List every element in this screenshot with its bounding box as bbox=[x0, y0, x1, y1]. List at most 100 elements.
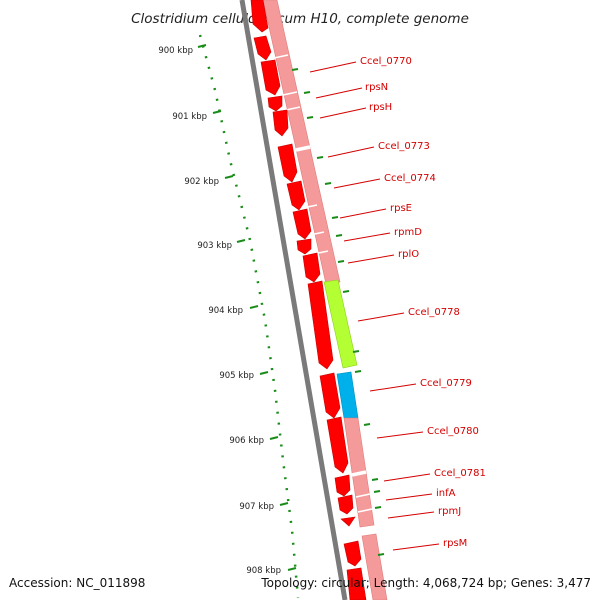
gene-arrow bbox=[286, 180, 306, 211]
gene-arrow bbox=[307, 280, 334, 370]
kbp-label: 900 kbp bbox=[158, 46, 193, 56]
kbp-label: 906 kbp bbox=[229, 436, 264, 446]
cog-band bbox=[262, 0, 388, 600]
leader-line bbox=[343, 232, 391, 242]
leader-line bbox=[309, 61, 357, 73]
gene-label: Ccel_0781 bbox=[434, 468, 486, 479]
leader-line bbox=[376, 431, 424, 439]
kbp-tick bbox=[287, 567, 297, 571]
kbp-tick bbox=[212, 110, 222, 114]
gene-label: rplO bbox=[398, 249, 419, 260]
cog-divider bbox=[285, 106, 301, 111]
cog-divider bbox=[355, 493, 371, 498]
cog-divider bbox=[309, 231, 325, 236]
kbp-tick bbox=[249, 305, 259, 309]
leader-line bbox=[319, 107, 367, 119]
kbp-ticks: 900 kbp 901 kbp 902 kbp 903 kbp 904 kbp … bbox=[158, 44, 297, 576]
leader-line bbox=[315, 87, 363, 99]
gene-arrow bbox=[343, 540, 362, 567]
topology-text: Topology: circular; Length: 4,068,724 bp… bbox=[260, 576, 591, 590]
map-title: Clostridium cellulolyticum H10, complete… bbox=[131, 11, 469, 27]
cog-band-pink bbox=[262, 0, 341, 285]
gene-arrow bbox=[267, 95, 283, 112]
gene-label: Ccel_0774 bbox=[384, 173, 436, 184]
band-tick bbox=[324, 182, 332, 185]
kbp-tick bbox=[279, 502, 289, 506]
leader-line bbox=[339, 208, 387, 219]
gene-arrow bbox=[319, 372, 341, 419]
gene-arrow bbox=[326, 416, 349, 474]
gene-arrow bbox=[302, 252, 321, 283]
kbp-label: 903 kbp bbox=[197, 241, 232, 251]
accession-text: Accession: NC_011898 bbox=[9, 576, 145, 590]
gene-label: Ccel_0778 bbox=[408, 307, 460, 318]
cog-divider bbox=[302, 204, 318, 209]
gene-arrow bbox=[334, 474, 351, 497]
gene-arrow bbox=[337, 494, 354, 515]
band-tick bbox=[337, 260, 345, 263]
band-tick bbox=[373, 490, 381, 493]
leader-line bbox=[333, 178, 381, 189]
cog-divider bbox=[282, 91, 298, 96]
leader-line bbox=[327, 146, 375, 158]
cog-band-pink bbox=[361, 533, 388, 600]
kbp-label: 902 kbp bbox=[184, 177, 219, 187]
band-tick bbox=[335, 234, 343, 237]
gene-labels: Ccel_0770 rpsN rpsH Ccel_0773 Ccel_0774 … bbox=[360, 56, 486, 549]
gene-arrow bbox=[296, 238, 312, 255]
gene-label: rpsH bbox=[369, 102, 392, 113]
gene-label: rpsN bbox=[365, 82, 388, 93]
gene-label: Ccel_0773 bbox=[378, 141, 430, 152]
gene-arrow bbox=[250, 0, 269, 33]
kbp-tick bbox=[259, 371, 269, 375]
leader-line bbox=[383, 473, 431, 482]
band-tick bbox=[374, 506, 382, 509]
kbp-tick bbox=[224, 175, 234, 179]
backbone-line bbox=[239, 0, 348, 600]
cog-divider bbox=[351, 470, 367, 477]
leader-line bbox=[385, 493, 433, 501]
leader-line bbox=[347, 254, 395, 264]
gene-label: Ccel_0779 bbox=[420, 378, 472, 389]
band-tick bbox=[303, 91, 311, 94]
gene-label: Ccel_0770 bbox=[360, 56, 412, 67]
gene-arrow bbox=[253, 35, 272, 61]
leader-line bbox=[369, 383, 417, 392]
band-tick bbox=[342, 290, 350, 293]
kbp-tick bbox=[197, 44, 207, 48]
cog-divider bbox=[273, 54, 289, 59]
gene-arrow bbox=[340, 516, 356, 527]
band-tick bbox=[306, 116, 314, 119]
band-tick bbox=[331, 216, 339, 219]
kbp-label: 907 kbp bbox=[239, 502, 274, 512]
cog-band-green bbox=[323, 279, 358, 369]
gene-arrow bbox=[292, 208, 312, 240]
gene-arrow bbox=[346, 567, 367, 600]
gene-label: Ccel_0780 bbox=[427, 426, 479, 437]
gene-arrow bbox=[260, 59, 281, 96]
label-leaders bbox=[309, 61, 440, 551]
band-tick bbox=[377, 553, 385, 556]
band-tick bbox=[291, 68, 299, 71]
band-ticks bbox=[291, 68, 385, 556]
band-tick bbox=[352, 350, 360, 353]
kbp-tick bbox=[269, 436, 279, 440]
gene-label: rpsE bbox=[390, 203, 412, 214]
kbp-label: 905 kbp bbox=[219, 371, 254, 381]
kbp-tick bbox=[236, 239, 246, 243]
cog-divider bbox=[295, 145, 311, 152]
band-tick bbox=[371, 478, 379, 481]
gene-arrows bbox=[250, 0, 367, 600]
gene-label: rpsM bbox=[443, 538, 467, 549]
kbp-label: 908 kbp bbox=[246, 566, 281, 576]
leader-line bbox=[392, 543, 440, 551]
gene-arrow bbox=[277, 143, 298, 183]
leader-line bbox=[387, 511, 435, 519]
gene-arrow bbox=[272, 109, 289, 137]
band-tick bbox=[354, 370, 362, 373]
band-tick bbox=[316, 156, 324, 159]
kbp-label: 901 kbp bbox=[172, 112, 207, 122]
gene-label: rpmD bbox=[394, 227, 422, 238]
cog-band-blue bbox=[336, 371, 359, 419]
